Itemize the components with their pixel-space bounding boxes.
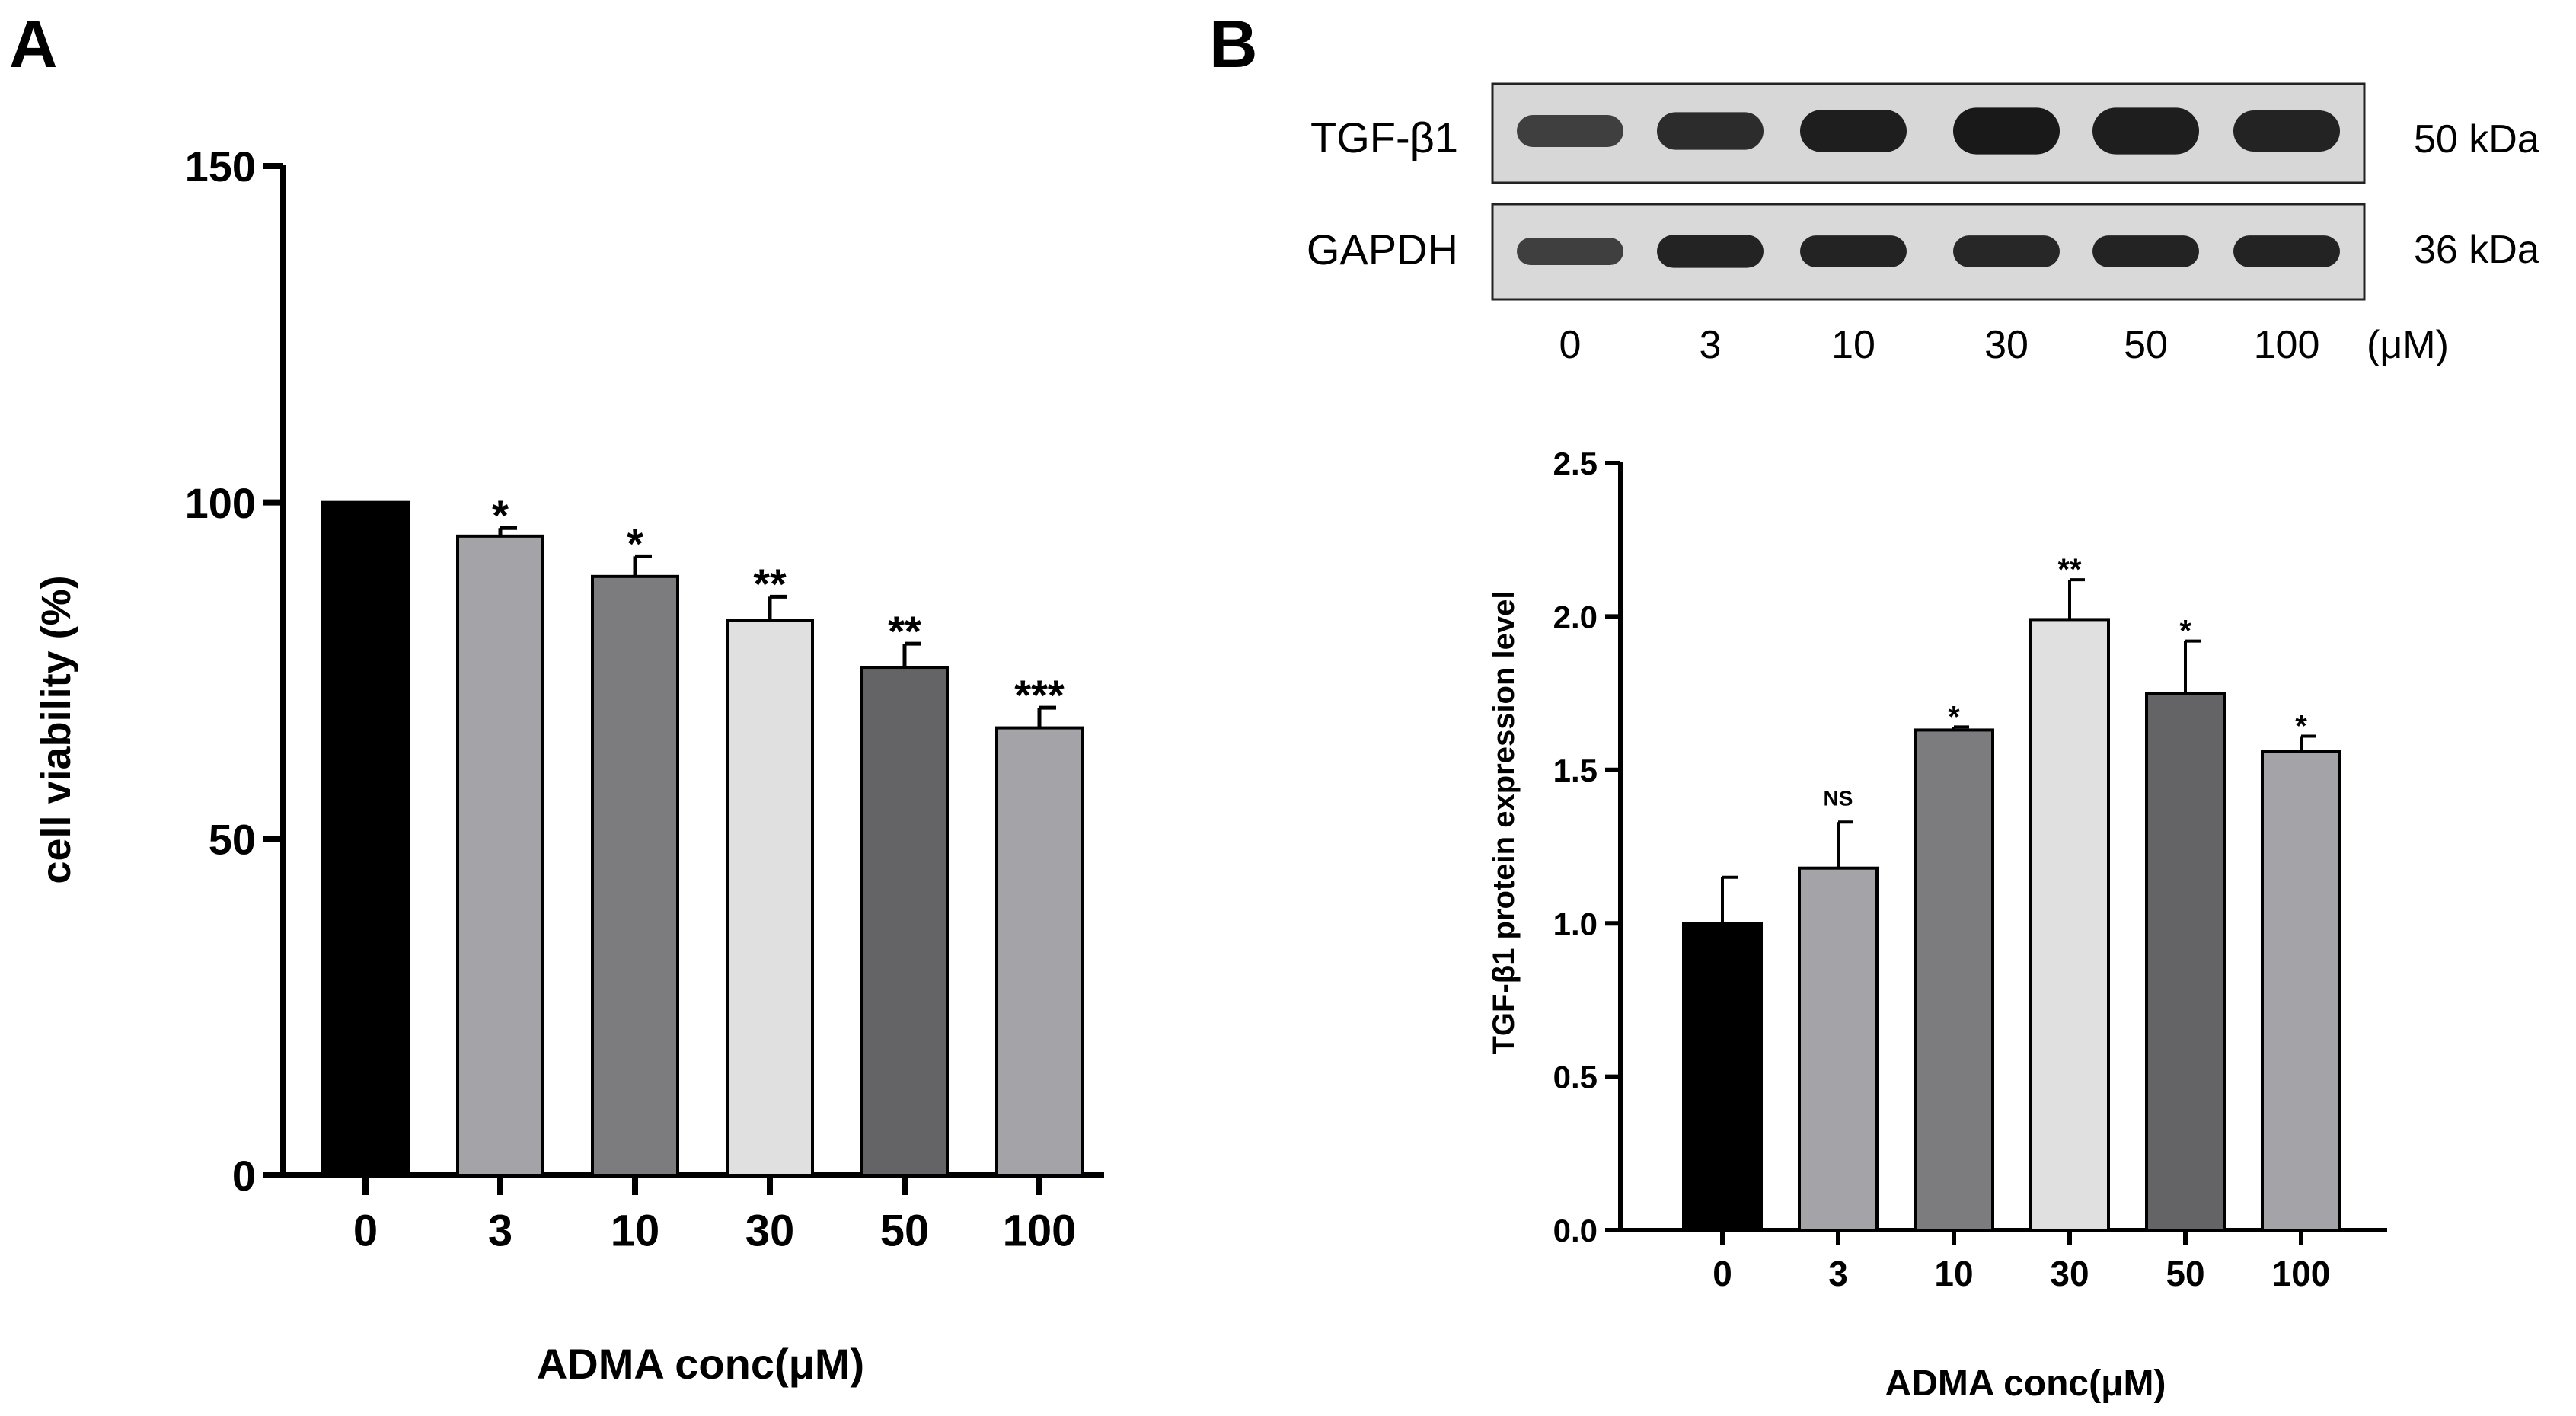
chartB-bar-group: ** bbox=[2029, 553, 2110, 1232]
chartB-y-tick-label: 0.5 bbox=[1553, 1060, 1598, 1095]
panel-label-b: B bbox=[1209, 6, 1258, 82]
blot-size-label-36kda: 36 kDa bbox=[2414, 228, 2539, 272]
chartB-x-tick-label: 3 bbox=[1828, 1254, 1848, 1293]
blot-band bbox=[2092, 107, 2199, 155]
chartA-bar bbox=[591, 574, 679, 1177]
chartA-bar-group: *** bbox=[995, 671, 1084, 1177]
blot-lane-label: 0 bbox=[1559, 323, 1582, 367]
chartB-significance-label: * bbox=[2179, 615, 2191, 648]
chartA-x-tick-label: 30 bbox=[745, 1207, 795, 1256]
chartB-y-tick-label: 2.0 bbox=[1553, 599, 1598, 635]
chartA-bar bbox=[860, 666, 949, 1177]
chart-b-y-axis-label: TGF-β1 protein expression level bbox=[1487, 590, 1521, 1054]
chartA-bar-group: * bbox=[591, 519, 679, 1177]
chartB-x-tick-label: 50 bbox=[2166, 1254, 2204, 1293]
chartA-significance-label: * bbox=[492, 491, 509, 539]
chartA-bar bbox=[456, 534, 544, 1177]
chartB-bar-group: * bbox=[2145, 615, 2226, 1232]
chartA-bar bbox=[321, 500, 410, 1177]
chartA-significance-label: * bbox=[627, 519, 643, 567]
chartB-x-tick-label: 10 bbox=[1934, 1254, 1973, 1293]
blot-unit-label: (μM) bbox=[2367, 323, 2449, 367]
chart-b-x-axis: 0 3 10 30 50 100 bbox=[1618, 1228, 2387, 1293]
chartB-bar bbox=[1798, 866, 1879, 1232]
blot-lane-label: 10 bbox=[1831, 323, 1875, 367]
chart-a-bars: ********* bbox=[321, 491, 1084, 1177]
chartB-significance-label: * bbox=[1948, 700, 1960, 734]
chartB-significance-label: NS bbox=[1824, 786, 1853, 810]
chartA-significance-label: ** bbox=[888, 607, 921, 655]
chartA-bar-group: ** bbox=[860, 607, 949, 1177]
chartB-bar-group: * bbox=[1914, 700, 1994, 1232]
blot-band bbox=[1800, 235, 1907, 267]
chartB-bar bbox=[2261, 750, 2341, 1232]
blot-lane-label: 50 bbox=[2124, 323, 2168, 367]
chartA-bar-group: ** bbox=[726, 560, 814, 1177]
chart-b-y-axis: 0.0 0.5 1.0 1.5 2.0 2.5 bbox=[1553, 446, 1623, 1248]
chartA-y-tick-label: 0 bbox=[232, 1152, 256, 1200]
blot-band bbox=[1657, 235, 1764, 268]
chartA-y-tick-label: 50 bbox=[209, 815, 256, 863]
chartA-x-tick-label: 100 bbox=[1003, 1207, 1077, 1256]
chartA-bar-group bbox=[321, 500, 410, 1177]
chart-a-x-axis: 0 3 10 30 50 100 bbox=[280, 1172, 1104, 1256]
chartA-x-tick-label: 3 bbox=[488, 1207, 512, 1256]
chart-a-x-axis-label: ADMA conc(μM) bbox=[537, 1340, 864, 1388]
chartA-y-tick-label: 100 bbox=[185, 479, 256, 527]
chartA-x-tick-label: 0 bbox=[353, 1207, 378, 1256]
blot-band bbox=[2233, 110, 2340, 152]
chartB-significance-label: * bbox=[2295, 709, 2307, 743]
blot-size-label-50kda: 50 kDa bbox=[2414, 117, 2539, 161]
blot-bands bbox=[1517, 107, 2340, 268]
chartA-bar-group: * bbox=[456, 491, 544, 1177]
blot-strip-gapdh bbox=[1491, 203, 2366, 301]
panel-label-a: A bbox=[9, 6, 58, 82]
chart-a-y-axis: 0 50 100 150 bbox=[185, 142, 286, 1200]
chartB-x-tick-label: 100 bbox=[2272, 1254, 2331, 1293]
chartB-bar-group: * bbox=[2261, 709, 2341, 1232]
blot-band bbox=[1953, 107, 2060, 155]
chartB-bar bbox=[1682, 922, 1763, 1232]
blot-lane-label: 3 bbox=[1700, 323, 1722, 367]
chartB-x-tick-label: 0 bbox=[1713, 1254, 1732, 1293]
chart-b-bars: NS***** bbox=[1682, 553, 2341, 1232]
blot-protein-label-gapdh: GAPDH bbox=[1307, 225, 1458, 273]
blot-protein-label-tgf-b1: TGF-β1 bbox=[1310, 113, 1458, 161]
chartB-y-tick-label: 1.0 bbox=[1553, 906, 1598, 941]
blot-band bbox=[1800, 110, 1907, 152]
chartB-y-tick-label: 1.5 bbox=[1553, 753, 1598, 788]
chartB-y-tick-label: 2.5 bbox=[1553, 446, 1598, 481]
chartB-bar-group: NS bbox=[1798, 786, 1879, 1232]
blot-lane-label: 100 bbox=[2254, 323, 2320, 367]
chartA-significance-label: *** bbox=[1014, 671, 1065, 719]
chartB-bar-group bbox=[1682, 875, 1763, 1232]
chartB-bar bbox=[2145, 692, 2226, 1232]
blot-band bbox=[2092, 235, 2199, 267]
chartA-bar bbox=[995, 726, 1084, 1177]
chartB-bar bbox=[2029, 618, 2110, 1232]
chartB-y-tick-label: 0.0 bbox=[1553, 1213, 1598, 1248]
blot-band bbox=[2233, 235, 2340, 267]
blot-band bbox=[1657, 112, 1764, 150]
blot-lane-label: 30 bbox=[1984, 323, 2029, 367]
chartA-x-tick-label: 10 bbox=[611, 1207, 660, 1256]
chartA-x-tick-label: 50 bbox=[880, 1207, 930, 1256]
chartA-bar bbox=[726, 619, 814, 1177]
chart-a-y-axis-label: cell viability (%) bbox=[34, 575, 79, 884]
chartA-significance-label: ** bbox=[753, 560, 787, 608]
chart-b-x-axis-label: ADMA conc(μM) bbox=[1885, 1363, 2166, 1404]
blot-lane-labels: 0 3 10 30 50 100 bbox=[1559, 323, 2320, 367]
chartB-bar bbox=[1914, 728, 1994, 1232]
chartB-significance-label: ** bbox=[2057, 553, 2082, 587]
blot-band bbox=[1517, 115, 1623, 147]
blot-strip-tgf-b1 bbox=[1491, 82, 2366, 184]
chartA-y-tick-label: 150 bbox=[185, 142, 256, 190]
chart-b-tgf-b1-expression: 0.00.51.01.52.02.5 0 3 10 30 50 100 NS***** T… bbox=[1487, 446, 2387, 1404]
blot-band bbox=[1517, 238, 1623, 265]
chartB-x-tick-label: 30 bbox=[2050, 1254, 2089, 1293]
western-blot: TGF-β1 GAPDH 50 kDa 36 kDa 0 3 10 30 50 100 (… bbox=[1307, 82, 2539, 367]
blot-band bbox=[1953, 235, 2060, 267]
